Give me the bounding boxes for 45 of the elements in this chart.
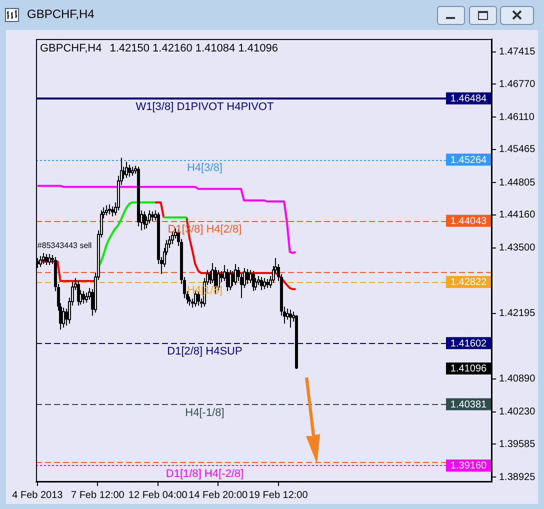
text: 1.41096 (450, 364, 488, 375)
ref-line-label: H4[3/8] (186, 162, 222, 174)
y-tick-label: 1.39585 (499, 438, 536, 450)
candlestick (289, 309, 292, 328)
y-tick-label: 1.46770 (499, 78, 536, 90)
y-tick-label: 1.46110 (499, 112, 535, 123)
chart-subtitle: 1.42150 1.42160 1.41084 1.41096 (110, 42, 278, 55)
y-tick-label: 1.47415 (499, 46, 536, 58)
ref-line-label: D1[1/8] H4[-2/8] (166, 468, 244, 480)
annotation: 1.44043 (450, 216, 488, 228)
y-tick-label: 1.40890 (499, 374, 536, 385)
y-tick-label: 1.43500 (499, 242, 536, 254)
x-tick-label: 4 Feb 2013 (12, 490, 64, 501)
y-tick-label: 1.40230 (499, 406, 536, 418)
candlestick (246, 268, 249, 285)
annotation: 1.46484 (450, 94, 488, 105)
chart-title: GBPCHF,H4 (40, 42, 102, 55)
y-tick-label: 1.42195 (499, 308, 536, 320)
x-tick-label: 14 Feb 20:00 (188, 490, 248, 501)
x-tick-label: 7 Feb 12:00 (70, 490, 125, 501)
y-tick-label: 1.38925 (499, 472, 536, 483)
y-tick-label: 1.44805 (499, 177, 536, 188)
annotation: 1.40381 (450, 400, 488, 411)
y-tick-label: 1.44160 (499, 210, 536, 221)
candlestick (266, 278, 269, 289)
candlestick (226, 268, 229, 292)
y-tick-label: 1.45465 (499, 144, 536, 156)
annotation: 1.42822 (450, 277, 488, 288)
candlestick (151, 210, 154, 222)
ref-line-label: D1[2/8] H4SUP (167, 346, 242, 358)
annotation: 1.39160 (450, 460, 488, 472)
x-tick-label: 19 Feb 12:00 (248, 490, 308, 501)
candlestick (82, 290, 85, 304)
ref-line-label: H4[-1/8] (185, 406, 224, 419)
ref-line-label: W1[3/8] D1PIVOT H4PIVOT (136, 100, 274, 113)
annotation: 1.41602 (450, 338, 488, 350)
candlestick (45, 253, 48, 266)
candlestick (111, 206, 114, 217)
candlestick (128, 164, 131, 178)
candlestick (260, 276, 263, 291)
annotation: #85343443 sell (37, 241, 92, 250)
chart-title: GBPCHF,H4 (27, 7, 94, 21)
candlestick (231, 270, 234, 287)
annotation: 1.45264 (450, 154, 488, 166)
x-tick-label: 12 Feb 04:00 (128, 490, 188, 501)
